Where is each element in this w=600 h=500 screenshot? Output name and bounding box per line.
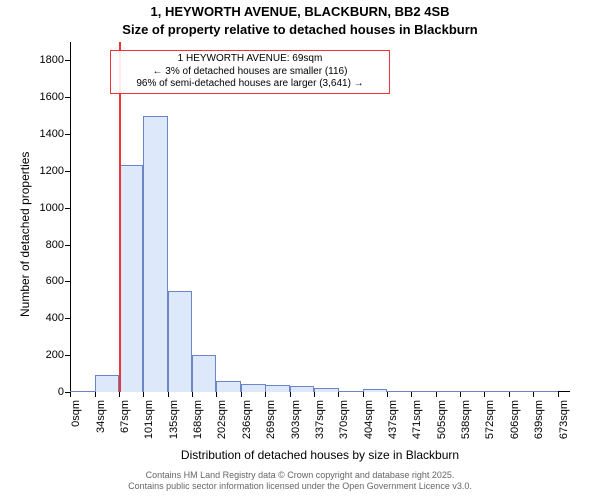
histogram-bar	[338, 391, 363, 392]
y-tick	[65, 245, 70, 246]
annotation-line3: 96% of semi-detached houses are larger (…	[115, 78, 385, 91]
histogram-bar	[192, 355, 217, 392]
x-tick	[436, 392, 437, 397]
x-axis-label: Distribution of detached houses by size …	[70, 448, 570, 462]
footer-line2: Contains public sector information licen…	[0, 481, 600, 492]
histogram-bar	[290, 386, 315, 392]
histogram-bar	[460, 391, 485, 392]
y-tick	[65, 355, 70, 356]
y-tick-label: 400	[30, 312, 64, 324]
histogram-bar	[411, 391, 436, 392]
y-tick-label: 600	[30, 275, 64, 287]
y-tick-label: 1600	[30, 91, 64, 103]
x-tick-label: 67sqm	[119, 400, 131, 450]
x-tick	[95, 392, 96, 397]
x-tick	[192, 392, 193, 397]
y-tick-label: 1000	[30, 202, 64, 214]
y-tick-label: 0	[30, 386, 64, 398]
x-tick	[533, 392, 534, 397]
y-tick-label: 800	[30, 239, 64, 251]
histogram-bar	[216, 381, 241, 392]
x-tick-label: 236sqm	[241, 400, 253, 450]
x-tick	[241, 392, 242, 397]
histogram-bar	[509, 391, 534, 392]
y-tick	[65, 171, 70, 172]
histogram-bar	[143, 116, 168, 392]
x-tick-label: 437sqm	[387, 400, 399, 450]
y-tick	[65, 60, 70, 61]
y-tick	[65, 97, 70, 98]
annotation-box: 1 HEYWORTH AVENUE: 69sqm← 3% of detached…	[110, 50, 390, 94]
x-tick	[265, 392, 266, 397]
chart-root: 1, HEYWORTH AVENUE, BLACKBURN, BB2 4SB S…	[0, 0, 600, 500]
histogram-bar	[241, 384, 266, 392]
x-tick	[558, 392, 559, 397]
histogram-bar	[484, 391, 509, 392]
x-tick-label: 269sqm	[265, 400, 277, 450]
y-tick-label: 1800	[30, 54, 64, 66]
x-tick-label: 606sqm	[509, 400, 521, 450]
histogram-bar	[314, 388, 339, 392]
x-tick-label: 505sqm	[436, 400, 448, 450]
x-tick-label: 168sqm	[192, 400, 204, 450]
x-tick-label: 639sqm	[533, 400, 545, 450]
chart-title-line2: Size of property relative to detached ho…	[0, 22, 600, 37]
y-tick	[65, 318, 70, 319]
histogram-bar	[95, 375, 120, 392]
x-tick	[168, 392, 169, 397]
x-tick	[290, 392, 291, 397]
x-tick-label: 202sqm	[216, 400, 228, 450]
y-tick-label: 1200	[30, 165, 64, 177]
x-tick-label: 135sqm	[168, 400, 180, 450]
x-tick	[509, 392, 510, 397]
x-tick	[363, 392, 364, 397]
x-tick-label: 0sqm	[70, 400, 82, 450]
y-tick	[65, 208, 70, 209]
y-tick	[65, 281, 70, 282]
x-tick-label: 404sqm	[363, 400, 375, 450]
histogram-bar	[363, 389, 388, 392]
x-tick-label: 471sqm	[411, 400, 423, 450]
x-tick	[314, 392, 315, 397]
x-tick-label: 572sqm	[484, 400, 496, 450]
x-tick	[70, 392, 71, 397]
x-tick	[119, 392, 120, 397]
footer-line1: Contains HM Land Registry data © Crown c…	[0, 470, 600, 481]
x-tick-label: 303sqm	[290, 400, 302, 450]
y-axis-line	[70, 42, 71, 392]
x-tick	[460, 392, 461, 397]
x-tick-label: 370sqm	[338, 400, 350, 450]
histogram-bar	[387, 391, 412, 392]
histogram-bar	[436, 391, 461, 392]
x-tick	[411, 392, 412, 397]
y-tick	[65, 134, 70, 135]
histogram-bar	[168, 291, 193, 392]
x-tick	[484, 392, 485, 397]
x-tick-label: 538sqm	[460, 400, 472, 450]
x-tick	[143, 392, 144, 397]
x-tick	[216, 392, 217, 397]
x-tick-label: 337sqm	[314, 400, 326, 450]
annotation-line1: 1 HEYWORTH AVENUE: 69sqm	[115, 53, 385, 66]
x-tick-label: 101sqm	[143, 400, 155, 450]
x-tick	[387, 392, 388, 397]
histogram-bar	[533, 391, 558, 392]
chart-footer: Contains HM Land Registry data © Crown c…	[0, 470, 600, 492]
plot-area	[70, 42, 570, 392]
x-tick-label: 34sqm	[95, 400, 107, 450]
property-marker-line	[119, 42, 121, 392]
histogram-bar	[119, 165, 144, 392]
chart-title-line1: 1, HEYWORTH AVENUE, BLACKBURN, BB2 4SB	[0, 4, 600, 19]
x-tick-label: 673sqm	[558, 400, 570, 450]
x-tick	[338, 392, 339, 397]
annotation-line2: ← 3% of detached houses are smaller (116…	[115, 66, 385, 79]
histogram-bar	[70, 391, 95, 392]
y-tick-label: 1400	[30, 128, 64, 140]
y-tick-label: 200	[30, 349, 64, 361]
histogram-bar	[265, 385, 290, 392]
